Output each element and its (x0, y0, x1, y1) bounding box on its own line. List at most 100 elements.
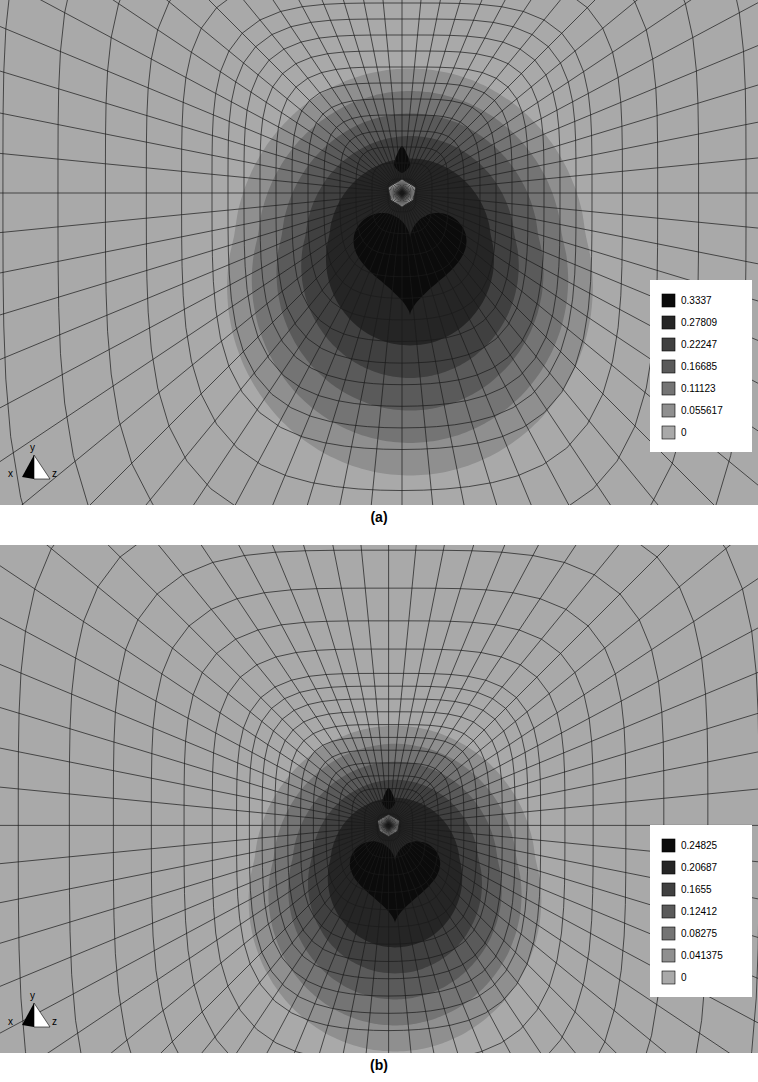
triad-label: y (30, 990, 35, 1001)
mesh-line (402, 75, 758, 193)
legend-swatch (662, 338, 675, 351)
panel-label: (a) (370, 509, 387, 525)
mesh-line (0, 825, 389, 826)
mesh-line (402, 193, 403, 505)
triad-label: x (8, 468, 13, 479)
mesh-line (389, 825, 758, 1053)
mesh-ring (352, 789, 426, 875)
mesh-line (389, 545, 758, 825)
mesh-ring (377, 814, 399, 840)
mesh-line (154, 545, 388, 825)
mesh (0, 0, 758, 505)
mesh-ring (182, 0, 623, 491)
color-legend: 0.248250.206870.16550.124120.082750.0413… (650, 825, 752, 997)
mesh-line (389, 708, 758, 826)
mesh-line (402, 193, 520, 505)
legend-swatch (662, 905, 675, 918)
legend-label: 0.1655 (681, 884, 712, 895)
mesh-line (0, 825, 389, 1053)
mesh-line (402, 0, 758, 193)
mesh-line (389, 545, 737, 825)
mesh-line (284, 193, 402, 505)
mesh-line (389, 545, 758, 825)
mesh-ring (228, 19, 576, 428)
mesh-ring (249, 686, 527, 1013)
mesh-line (389, 545, 758, 825)
mesh-ring (0, 545, 758, 1053)
triad-label: z (52, 1016, 57, 1027)
mesh-line (402, 0, 758, 193)
mesh-line (389, 545, 758, 825)
mesh-line (389, 825, 758, 1053)
legend-box (650, 280, 752, 452)
mesh-ring (244, 35, 560, 406)
mesh-line (0, 825, 389, 943)
mesh-line (389, 825, 758, 1053)
mesh-ring (262, 699, 515, 996)
mesh-line (402, 0, 758, 193)
figure: xyz0.33370.278090.222470.166850.111230.0… (0, 0, 758, 1082)
mesh-line (402, 0, 758, 193)
mesh-line (402, 0, 758, 193)
mesh-ring (275, 712, 502, 979)
mesh-ring (0, 0, 758, 505)
mesh-line (0, 545, 389, 825)
legend-swatch (662, 839, 675, 852)
mesh-line (402, 0, 758, 193)
legend-label: 0 (681, 427, 687, 438)
mesh-line (0, 825, 389, 1053)
mesh-ring (388, 179, 416, 212)
legend-label: 0.11123 (681, 383, 716, 394)
mesh-line (389, 545, 758, 825)
mesh-line (389, 825, 758, 1053)
triad-arrow (22, 1003, 34, 1027)
legend-label: 0.16685 (681, 361, 718, 372)
mesh-ring (288, 725, 490, 962)
legend-swatch (662, 426, 675, 439)
mesh-ring (18, 545, 758, 1053)
legend-swatch (662, 316, 675, 329)
mesh-line (0, 591, 389, 825)
legend-label: 0.055617 (681, 405, 723, 416)
legend-swatch (662, 861, 675, 874)
mesh-line (389, 825, 507, 1053)
mesh-line (54, 193, 402, 505)
mesh-ring (3, 0, 758, 505)
mesh-line (0, 825, 389, 1053)
mesh-ring (184, 621, 593, 1053)
legend-label: 0 (681, 972, 687, 983)
color-legend: 0.33370.278090.222470.166850.111230.0556… (650, 280, 752, 452)
contour-region (277, 114, 544, 411)
triad-label: y (30, 442, 35, 453)
triad-arrow (22, 455, 34, 479)
mesh-line (0, 825, 389, 1053)
mesh-line (389, 825, 758, 1053)
mesh-ring (292, 83, 512, 342)
mesh-line (402, 0, 758, 193)
mesh-line (0, 193, 402, 427)
legend-swatch (662, 883, 675, 896)
mesh-line (402, 193, 636, 505)
mesh (0, 545, 758, 1053)
mesh-line (402, 0, 403, 193)
mesh-ring (324, 115, 480, 298)
mesh-ring (276, 67, 528, 363)
mesh-line (154, 825, 388, 1053)
mesh-line (389, 825, 758, 1053)
mesh-line (389, 545, 758, 825)
mesh-line (389, 545, 758, 825)
mesh-line (40, 825, 388, 1053)
axis-triad: xyz (8, 442, 57, 479)
mesh-line (388, 825, 389, 1053)
mesh-ring (339, 776, 438, 893)
legend-swatch (662, 404, 675, 417)
plot-area (0, 545, 758, 1053)
mesh-ring (0, 545, 758, 1053)
mesh-ring (113, 550, 663, 1053)
mesh-line (402, 193, 758, 194)
mesh-line (402, 0, 758, 193)
legend-box (650, 825, 752, 997)
legend-label: 0.3337 (681, 295, 712, 306)
mesh-ring (0, 545, 758, 1053)
legend-label: 0.24825 (681, 840, 718, 851)
